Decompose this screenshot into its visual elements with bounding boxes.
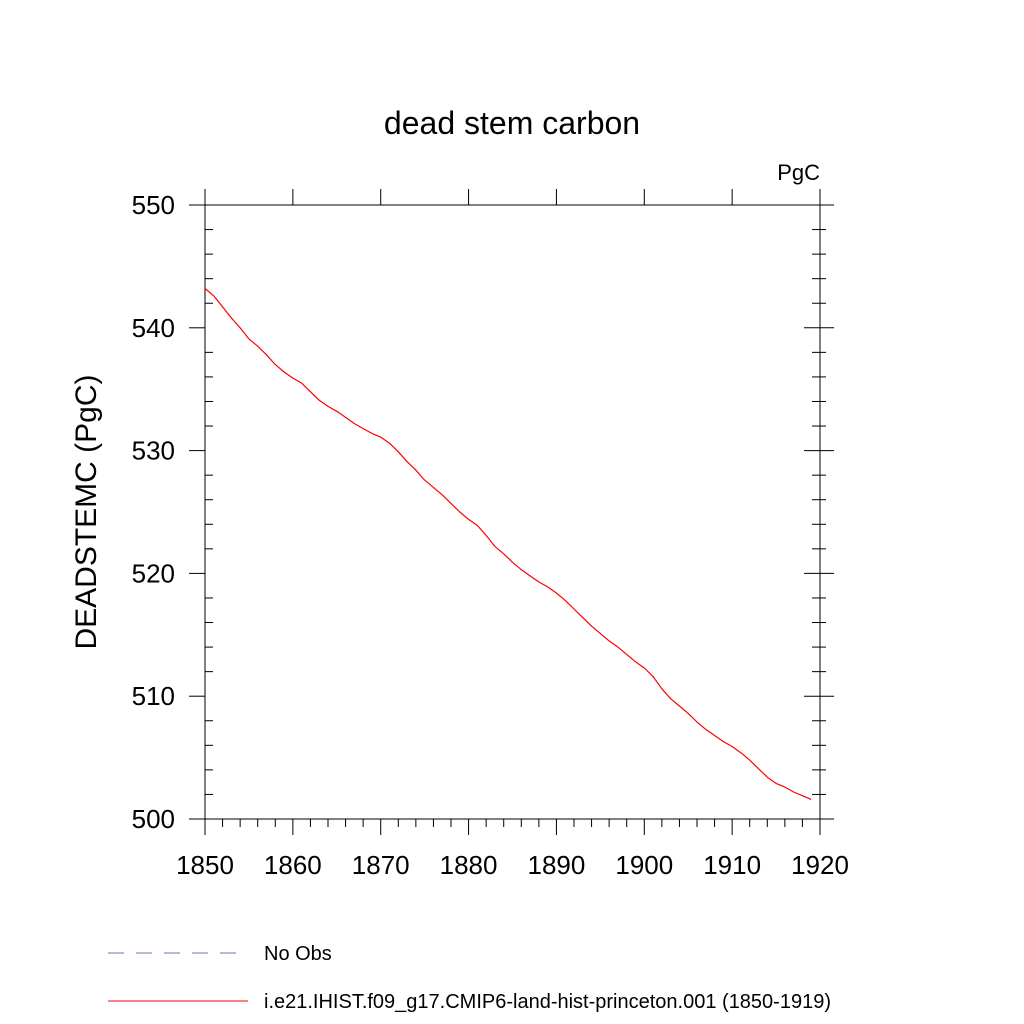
plot-frame	[204, 204, 821, 820]
y-tick-label: 500	[132, 804, 175, 834]
axis-ticks: 1850 1860 1870 1880 1890 1900 1910 1920 500 510 52…	[132, 189, 849, 880]
legend: No Obs i.e21.IHIST.f09_g17.CMIP6-land-hi…	[108, 943, 831, 1013]
legend-label-model-run: i.e21.IHIST.f09_g17.CMIP6-land-hist-prin…	[264, 991, 831, 1013]
units-label: PgC	[777, 160, 820, 185]
x-tick-label: 1920	[791, 850, 849, 880]
x-tick-label: 1880	[440, 850, 498, 880]
series-layer	[204, 288, 812, 800]
series-line-0	[204, 288, 812, 800]
legend-label-no-obs: No Obs	[264, 943, 332, 965]
x-tick-label: 1870	[352, 850, 410, 880]
y-tick-label: 510	[132, 681, 175, 711]
chart-title: dead stem carbon	[384, 105, 640, 141]
x-tick-label: 1900	[615, 850, 673, 880]
plot-axes	[204, 204, 821, 820]
x-tick-label: 1910	[703, 850, 761, 880]
y-tick-label: 520	[132, 558, 175, 588]
y-tick-label: 530	[132, 436, 175, 466]
y-tick-label: 540	[132, 313, 175, 343]
y-axis-label: DEADSTEMC (PgC)	[70, 374, 103, 649]
y-tick-label: 550	[132, 190, 175, 220]
x-tick-label: 1890	[528, 850, 586, 880]
x-tick-label: 1860	[264, 850, 322, 880]
x-tick-label: 1850	[176, 850, 234, 880]
